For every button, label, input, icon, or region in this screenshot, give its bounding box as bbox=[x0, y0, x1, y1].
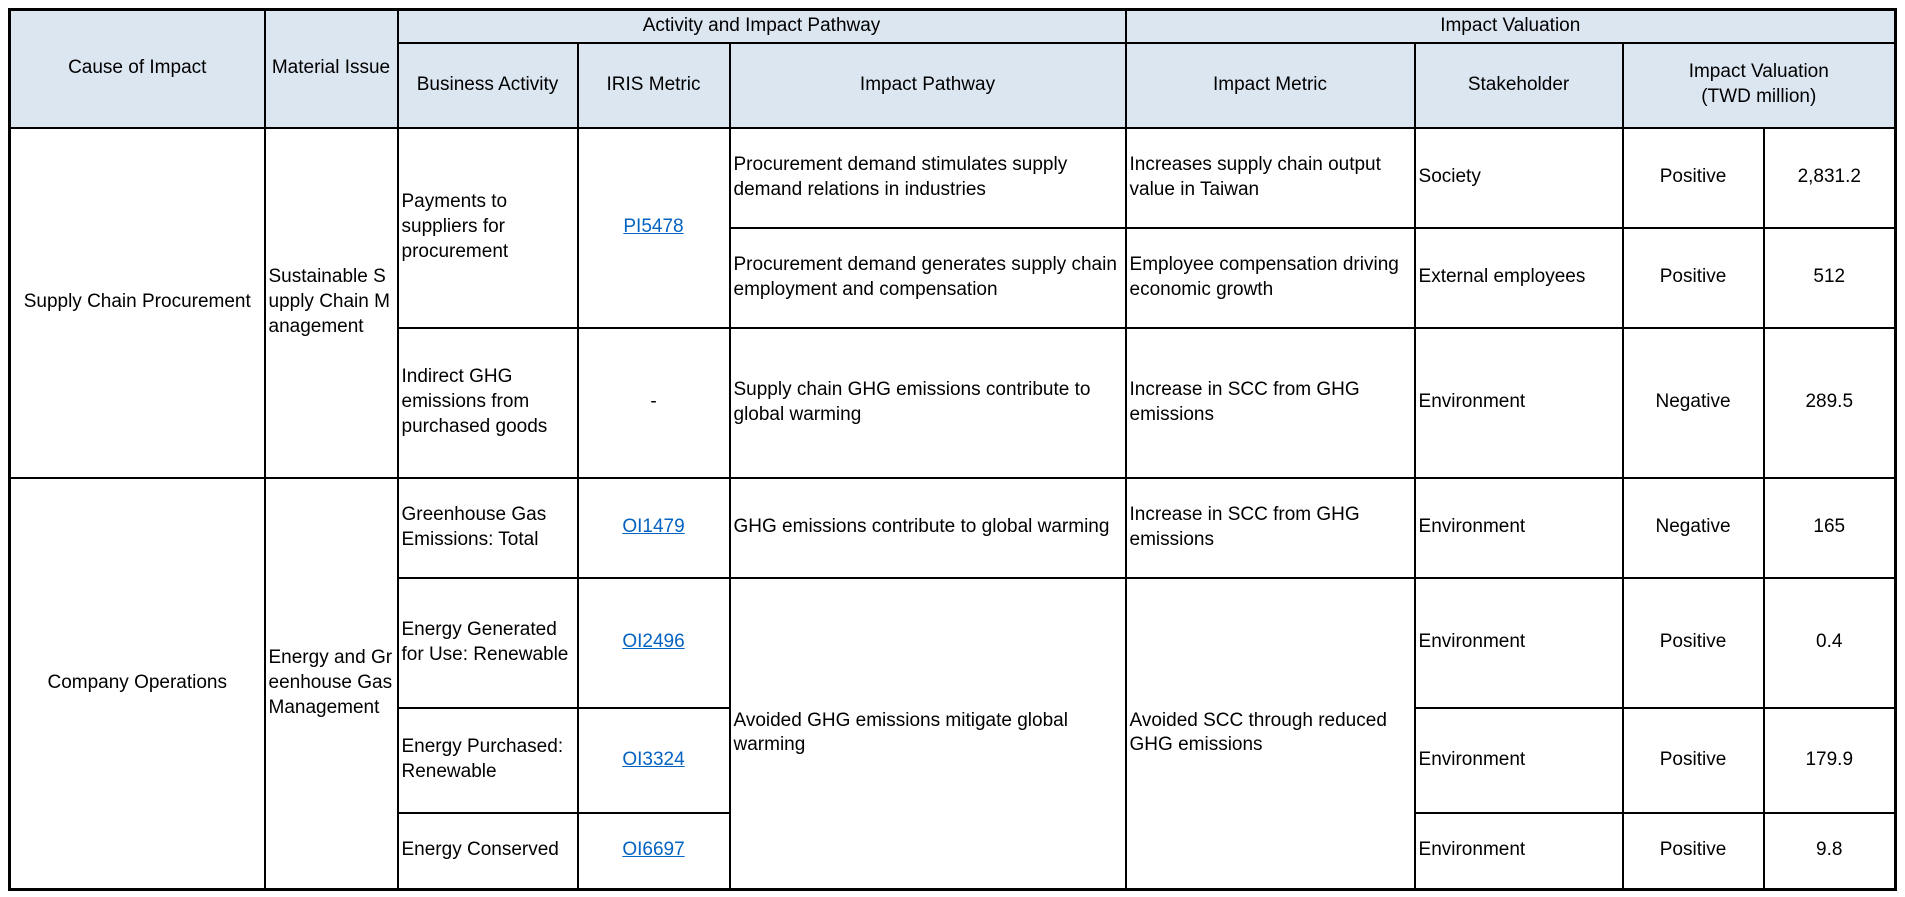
cell-business-activity-energy-conserved: Energy Conserved bbox=[396, 811, 579, 891]
cell-value: 165 bbox=[1762, 476, 1897, 579]
header-impact-valuation-twd-line2: (TWD million) bbox=[1701, 86, 1817, 107]
cell-value: 0.4 bbox=[1762, 576, 1897, 709]
cell-stakeholder: Environment bbox=[1413, 476, 1624, 579]
cell-direction: Positive bbox=[1621, 226, 1765, 329]
table-header: Cause of Impact Material Issue Activity … bbox=[8, 8, 1897, 129]
table-row: Energy Generated for Use: Renewable OI24… bbox=[10, 576, 1897, 891]
cell-business-activity-energy-generated: Energy Generated for Use: Renewable bbox=[396, 576, 579, 709]
cell-direction: Negative bbox=[1621, 476, 1765, 579]
iris-metric-link-oi6697[interactable]: OI6697 bbox=[622, 839, 685, 861]
cell-stakeholder: Environment bbox=[1413, 326, 1624, 479]
cell-value: 179.9 bbox=[1762, 706, 1897, 814]
cell-stakeholder: Environment bbox=[1413, 811, 1624, 891]
iris-metric-link-oi3324[interactable]: OI3324 bbox=[622, 748, 685, 770]
cell-impact-pathway-avoided-ghg: Avoided GHG emissions mitigate global wa… bbox=[728, 576, 1127, 891]
cell-stakeholder: Environment bbox=[1413, 706, 1624, 814]
impact-valuation-table: Cause of Impact Material Issue Activity … bbox=[8, 8, 1898, 891]
table-body: Supply Chain Procurement Sustainable Sup… bbox=[8, 126, 1897, 891]
cell-cause-supply-chain-procurement: Supply Chain Procurement bbox=[8, 126, 266, 479]
cell-iris-metric-oi1479: OI1479 bbox=[576, 476, 731, 579]
header-impact-pathway: Impact Pathway bbox=[728, 41, 1127, 129]
cell-impact-metric: Increase in SCC from GHG emissions bbox=[1124, 326, 1416, 479]
cell-iris-metric-oi6697: OI6697 bbox=[576, 811, 731, 891]
cell-direction: Positive bbox=[1621, 576, 1765, 709]
header-stakeholder: Stakeholder bbox=[1413, 41, 1624, 129]
cell-cause-company-operations: Company Operations bbox=[8, 476, 266, 891]
cell-value: 9.8 bbox=[1762, 811, 1897, 891]
cell-impact-pathway: GHG emissions contribute to global warmi… bbox=[728, 476, 1127, 579]
header-impact-valuation-twd-line1: Impact Valuation bbox=[1688, 61, 1829, 83]
cell-impact-pathway: Procurement demand generates supply chai… bbox=[728, 226, 1127, 329]
cell-stakeholder: External employees bbox=[1413, 226, 1624, 329]
table-row: Supply Chain Procurement Sustainable Sup… bbox=[8, 126, 1897, 479]
cell-direction: Positive bbox=[1621, 811, 1765, 891]
cell-impact-metric: Employee compensation driving economic g… bbox=[1124, 226, 1416, 329]
iris-metric-link-pi5478[interactable]: PI5478 bbox=[623, 216, 684, 238]
table-row: Indirect GHG emissions from purchased go… bbox=[10, 326, 1897, 479]
cell-impact-metric: Increase in SCC from GHG emissions bbox=[1124, 476, 1416, 579]
cell-business-activity-ghg-total: Greenhouse Gas Emissions: Total bbox=[396, 476, 579, 579]
cell-iris-metric-oi2496: OI2496 bbox=[576, 576, 731, 709]
cell-business-activity-indirect-ghg: Indirect GHG emissions from purchased go… bbox=[396, 326, 579, 479]
table-row: Energy Conserved OI6697 Environment Posi… bbox=[10, 811, 1897, 891]
cell-iris-metric-oi3324: OI3324 bbox=[576, 706, 731, 814]
cell-impact-pathway: Supply chain GHG emissions contribute to… bbox=[728, 326, 1127, 479]
table-row: Company Operations Energy and Greenhouse… bbox=[8, 476, 1897, 891]
cell-direction: Negative bbox=[1621, 326, 1765, 479]
cell-iris-metric-none: - bbox=[576, 326, 731, 479]
cell-business-activity-payments-to-suppliers: Payments to suppliers for procurement bbox=[396, 126, 579, 329]
cell-material-issue-energy-ghg: Energy and Greenhouse Gas Management bbox=[263, 476, 399, 891]
header-cause-of-impact: Cause of Impact bbox=[8, 8, 266, 129]
header-impact-valuation-group: Impact Valuation bbox=[1124, 8, 1897, 44]
cell-impact-metric: Increases supply chain output value in T… bbox=[1124, 126, 1416, 229]
cell-value: 512 bbox=[1762, 226, 1897, 329]
header-activity-and-impact-pathway-group: Activity and Impact Pathway bbox=[396, 8, 1127, 44]
header-impact-valuation-twd: Impact Valuation (TWD million) bbox=[1621, 41, 1897, 129]
header-business-activity: Business Activity bbox=[396, 41, 579, 129]
cell-iris-metric-pi5478: PI5478 bbox=[576, 126, 731, 329]
cell-value: 289.5 bbox=[1762, 326, 1897, 479]
cell-direction: Positive bbox=[1621, 126, 1765, 229]
cell-material-issue-sustainable-supply-chain: Sustainable Supply Chain Management bbox=[263, 126, 399, 479]
cell-stakeholder: Environment bbox=[1413, 576, 1624, 709]
cell-direction: Positive bbox=[1621, 706, 1765, 814]
cell-impact-pathway: Procurement demand stimulates supply dem… bbox=[728, 126, 1127, 229]
cell-business-activity-energy-purchased: Energy Purchased: Renewable bbox=[396, 706, 579, 814]
cell-value: 2,831.2 bbox=[1762, 126, 1897, 229]
cell-stakeholder: Society bbox=[1413, 126, 1624, 229]
cell-impact-metric-avoided-scc: Avoided SCC through reduced GHG emission… bbox=[1124, 576, 1416, 891]
table-row: Energy Purchased: Renewable OI3324 Envir… bbox=[10, 706, 1897, 814]
header-iris-metric: IRIS Metric bbox=[576, 41, 731, 129]
iris-metric-link-oi2496[interactable]: OI2496 bbox=[622, 631, 685, 653]
header-impact-metric: Impact Metric bbox=[1124, 41, 1416, 129]
iris-metric-link-oi1479[interactable]: OI1479 bbox=[622, 516, 685, 538]
table-row: Procurement demand generates supply chai… bbox=[10, 226, 1897, 329]
header-material-issue: Material Issue bbox=[263, 8, 399, 129]
